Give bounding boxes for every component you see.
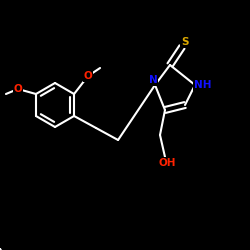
Text: O: O <box>84 71 92 81</box>
Text: S: S <box>181 37 189 47</box>
Text: OH: OH <box>158 158 176 168</box>
Text: O: O <box>14 84 22 94</box>
Text: NH: NH <box>194 80 212 90</box>
Text: N: N <box>148 75 158 85</box>
